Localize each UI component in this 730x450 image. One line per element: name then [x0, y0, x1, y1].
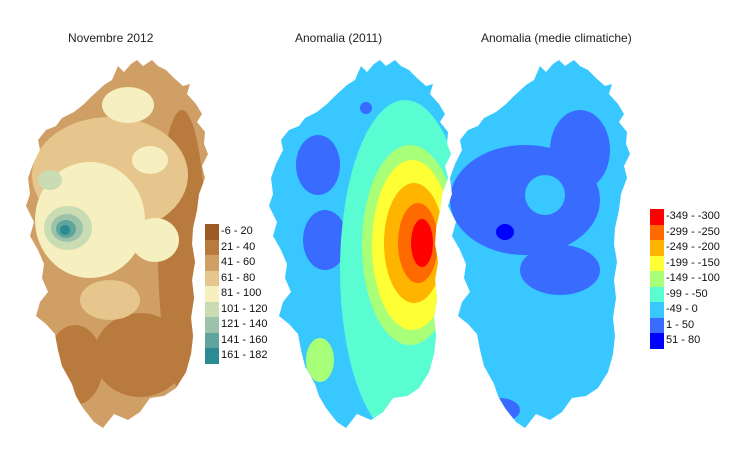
legend-label: 51 - 80	[666, 334, 701, 346]
legend-label: -299 - -250	[666, 225, 720, 238]
panel-title-novembre-2012: Novembre 2012	[68, 31, 154, 45]
legend-label: 21 - 40	[221, 240, 256, 253]
legend-swatch	[205, 317, 219, 333]
legend-swatch	[650, 271, 664, 287]
map-anomalia-medie-climatiche	[448, 60, 630, 428]
legend-swatch	[205, 332, 219, 348]
legend-swatch	[205, 348, 219, 364]
legend-swatch	[650, 317, 664, 333]
legend-label: 81 - 100	[221, 287, 262, 299]
legend-swatch	[650, 333, 664, 349]
map-novembre-2012	[26, 60, 208, 428]
legend-label: 101 - 120	[221, 302, 268, 315]
legend-label: -149 - -100	[666, 272, 720, 284]
legend-label: 161 - 182	[221, 349, 268, 361]
map-anomalia-2011	[269, 60, 451, 428]
panel-title-anomalia-medie-climatiche: Anomalia (medie climatiche)	[481, 31, 632, 45]
legend-swatch	[650, 240, 664, 256]
legend-label: -249 - -200	[666, 241, 720, 253]
legend-swatch	[205, 224, 219, 240]
legend-swatch	[650, 224, 664, 240]
legend-swatch	[650, 286, 664, 302]
legend-swatch	[205, 301, 219, 317]
legend-swatch	[650, 255, 664, 271]
legend-label: -49 - 0	[666, 303, 698, 315]
legend-swatch	[205, 239, 219, 255]
legend-swatch	[650, 209, 664, 225]
legend-label: 61 - 80	[221, 271, 256, 284]
legend-label: -199 - -150	[666, 256, 720, 269]
legend-swatch	[205, 270, 219, 286]
legend-label: 141 - 160	[221, 333, 268, 346]
legend-label: -349 - -300	[666, 210, 720, 222]
legend-label: 1 - 50	[666, 318, 695, 331]
legend-label: 41 - 60	[221, 256, 256, 268]
legend-swatch	[650, 302, 664, 318]
legend-swatch	[205, 286, 219, 302]
legend-label: -6 - 20	[221, 225, 253, 237]
legend-label: -99 - -50	[666, 287, 708, 300]
panel-title-anomalia-2011: Anomalia (2011)	[295, 31, 383, 45]
legend-swatch	[205, 255, 219, 271]
legend-label: 121 - 140	[221, 318, 268, 330]
